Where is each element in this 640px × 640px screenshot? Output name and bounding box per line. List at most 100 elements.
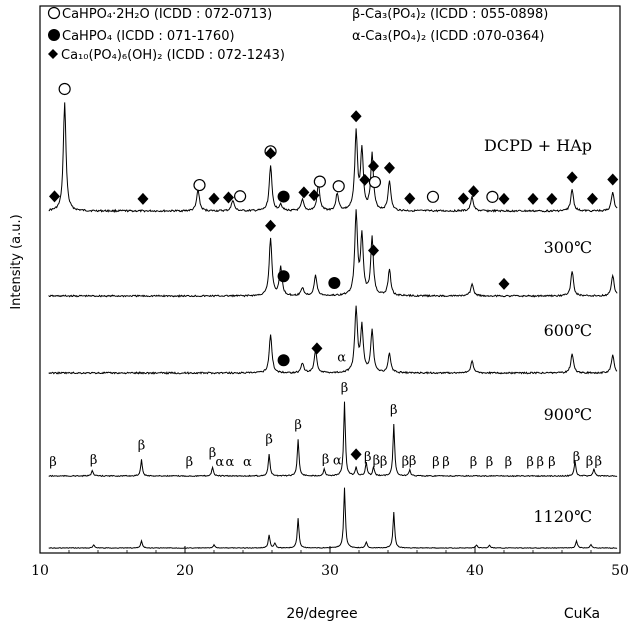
alpha-tcp-marker: α: [337, 351, 346, 366]
hap-marker: [265, 147, 277, 160]
pattern-curves: [48, 102, 618, 549]
beta-tcp-marker: β: [470, 455, 478, 470]
dcpd-marker: [486, 190, 499, 203]
beta-tcp-marker: β: [364, 450, 372, 465]
legend-hap-symbol: [48, 49, 58, 59]
series-labels: DCPD + HAp 300℃ 600℃ 900℃ 1120℃: [484, 136, 592, 526]
hap-marker: [586, 192, 598, 205]
x-tick-label: 20: [176, 563, 194, 579]
dcpa-marker: [277, 354, 290, 367]
hap-marker: [265, 219, 277, 232]
hap-marker: [49, 190, 60, 203]
legend-dcpd-symbol: [47, 6, 61, 20]
series-label: 600℃: [544, 321, 592, 340]
beta-tcp-marker: β: [49, 455, 57, 470]
legend-entry: α-Ca₃(PO₄)₂ (ICDD :070-0364): [352, 29, 544, 44]
beta-tcp-marker: β: [390, 403, 398, 418]
beta-tcp-marker: β: [373, 454, 381, 469]
dcpd-marker: [58, 82, 71, 96]
hap-marker: [457, 192, 469, 205]
hap-marker: [468, 185, 480, 198]
legend-entry: CaHPO₄ (ICDD : 071-1760): [62, 29, 235, 44]
beta-tcp-marker: β: [536, 455, 544, 470]
beta-tcp-marker: β: [586, 455, 594, 470]
x-tick-label: 30: [321, 563, 339, 579]
x-axis: 10 20 30 40 50: [31, 546, 629, 579]
radiation-label: CuKa: [564, 606, 600, 622]
hap-marker: [311, 342, 323, 355]
dcpa-marker: [328, 277, 341, 290]
series-label: 300℃: [544, 238, 592, 257]
hap-marker: [137, 192, 149, 205]
hap-marker: [368, 160, 379, 173]
beta-tcp-marker: β: [526, 455, 534, 470]
beta-tcp-marker: β: [442, 455, 450, 470]
beta-tcp-marker: β: [380, 454, 388, 469]
beta-tcp-marker: β: [265, 433, 273, 448]
beta-tcp-marker: β: [432, 455, 440, 470]
pattern-line: [48, 102, 618, 213]
beta-tcp-marker: β: [486, 455, 494, 470]
hap-marker: [527, 192, 539, 205]
dcpd-marker: [332, 180, 345, 193]
dcpd-marker: [234, 190, 247, 203]
legend-entry: β-Ca₃(PO₄)₂ (ICDD : 055-0898): [352, 7, 548, 22]
hap-marker: [208, 192, 220, 205]
beta-tcp-marker: β: [209, 446, 217, 461]
hap-marker: [350, 448, 362, 461]
legend-dcpa-symbol: [48, 29, 60, 41]
legend: CaHPO₄·2H₂O (ICDD : 072-0713) CaHPO₄ (ICD…: [47, 6, 548, 63]
hap-marker: [308, 189, 320, 202]
beta-tcp-marker: β: [90, 453, 98, 468]
pattern-line: [48, 209, 618, 298]
beta-tcp-marker: β: [505, 455, 513, 470]
hap-marker: [498, 277, 510, 290]
hap-marker: [404, 192, 416, 205]
hap-marker: [223, 191, 234, 204]
beta-tcp-marker: β: [341, 381, 349, 396]
pattern-line: [48, 401, 618, 478]
beta-tcp-marker: β: [186, 455, 194, 470]
alpha-tcp-marker: α: [215, 455, 224, 470]
beta-tcp-marker: β: [294, 418, 302, 433]
hap-marker: [298, 186, 310, 199]
dcpd-marker: [368, 175, 382, 189]
beta-tcp-marker: β: [594, 455, 602, 470]
beta-tcp-marker: β: [402, 454, 410, 469]
beta-tcp-marker: β: [322, 452, 330, 467]
series-label: DCPD + HAp: [484, 136, 592, 155]
hap-marker: [368, 244, 379, 257]
beta-tcp-marker: β: [409, 454, 417, 469]
series-label: 1120℃: [533, 507, 592, 526]
alpha-tcp-marker: α: [226, 455, 235, 470]
pattern-line: [48, 487, 618, 549]
hap-marker: [350, 110, 362, 123]
x-axis-label: 2θ/degree: [286, 606, 357, 622]
legend-entry: CaHPO₄·2H₂O (ICDD : 072-0713): [62, 7, 272, 22]
legend-entry: Ca₁₀(PO₄)₆(OH)₂ (ICDD : 072-1243): [61, 48, 285, 63]
beta-tcp-marker: β: [548, 455, 556, 470]
pattern-line: [48, 305, 618, 375]
dcpd-marker: [426, 190, 440, 203]
series-label: 900℃: [544, 405, 592, 424]
hap-marker: [546, 192, 558, 205]
beta-tcp-marker: β: [138, 439, 146, 454]
hap-marker: [498, 192, 510, 205]
dcpd-marker: [313, 175, 326, 188]
x-tick-label: 40: [466, 563, 484, 579]
x-tick-label: 50: [611, 563, 629, 579]
dcpa-marker: [277, 270, 290, 283]
dcpd-marker: [193, 178, 206, 192]
x-tick-label: 10: [31, 563, 49, 579]
alpha-tcp-marker: α: [243, 455, 252, 470]
y-axis-label: Intensity (a.u.): [9, 214, 24, 309]
hap-marker: [607, 173, 619, 186]
hap-marker: [383, 161, 395, 174]
dcpa-marker: [277, 190, 290, 203]
alpha-tcp-marker: α: [333, 453, 342, 468]
hap-marker: [566, 171, 578, 184]
hap-marker: [359, 173, 371, 186]
